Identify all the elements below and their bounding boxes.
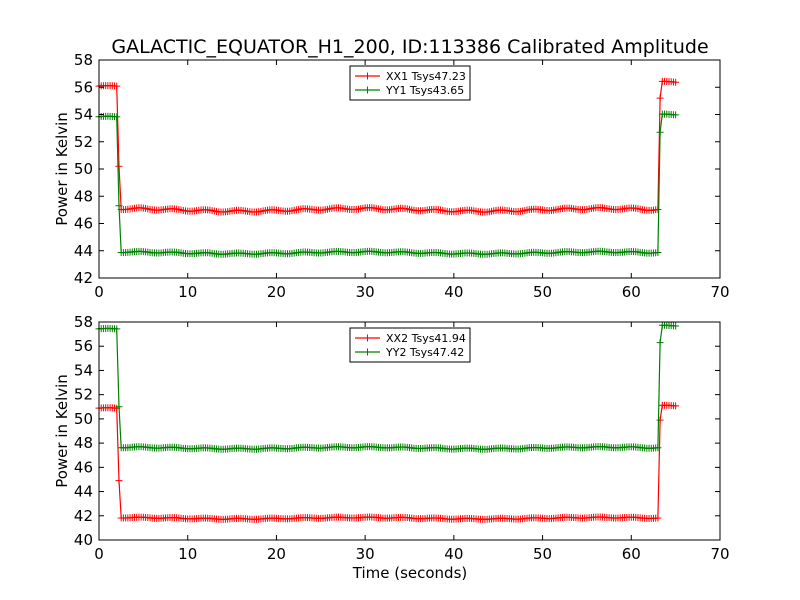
plot-frame [98, 321, 721, 541]
data-point [656, 339, 664, 347]
data-point [654, 205, 662, 213]
y-tick-label: 42 [74, 269, 93, 287]
data-point [656, 416, 664, 424]
y-tick-label: 56 [74, 337, 93, 355]
y-tick-label: 54 [74, 361, 93, 379]
y-tick-label: 40 [74, 531, 93, 549]
data-point [654, 514, 662, 522]
data-point [656, 128, 664, 136]
y-tick-label: 44 [74, 483, 93, 501]
x-tick-label: 60 [622, 283, 641, 301]
series-markers [95, 401, 680, 523]
legend-marker [364, 86, 371, 94]
x-tick-label: 40 [444, 283, 463, 301]
y-tick-label: 46 [74, 215, 93, 233]
data-point [656, 94, 664, 102]
chart-title: GALACTIC_EQUATOR_H1_200, ID:113386 Calib… [111, 36, 708, 58]
y-tick-label: 56 [74, 78, 93, 96]
x-tick-label: 30 [356, 283, 375, 301]
y-axis-label: Power in Kelvin [53, 374, 71, 488]
data-point [115, 477, 123, 485]
x-tick-label: 50 [533, 545, 552, 563]
y-tick-label: 54 [74, 106, 93, 124]
data-point [672, 78, 680, 86]
y-tick-label: 44 [74, 242, 93, 260]
x-tick-label: 70 [710, 545, 729, 563]
x-tick-label: 10 [178, 283, 197, 301]
legend-label: YY2 Tsys47.42 [385, 346, 464, 359]
data-point [115, 403, 123, 411]
legend-marker [364, 348, 371, 356]
series-markers [95, 77, 680, 216]
y-axis-label: Power in Kelvin [53, 112, 71, 226]
y-tick-label: 50 [74, 410, 93, 428]
y-tick-label: 58 [74, 51, 93, 69]
data-point [115, 202, 123, 210]
x-tick-label: 40 [444, 545, 463, 563]
data-point [672, 402, 680, 410]
legend-box [349, 327, 471, 363]
y-tick-label: 52 [74, 386, 93, 404]
x-tick-label: 50 [533, 283, 552, 301]
bottom-plot: 0 10 20 30 40 50 60 70 40 42 44 46 48 50 52 54 56 58 Power… [53, 313, 730, 563]
data-point [113, 325, 121, 333]
x-tick-label: 20 [267, 545, 286, 563]
legend-label: YY1 Tsys43.65 [385, 84, 464, 97]
y-tick-label: 58 [74, 313, 93, 331]
x-tick-label: 20 [267, 283, 286, 301]
data-point [113, 82, 121, 90]
y-tick-label: 48 [74, 434, 93, 452]
x-tick-label: 30 [356, 545, 375, 563]
series-markers [95, 110, 680, 258]
x-tick-label: 0 [94, 283, 104, 301]
x-tick-label: 10 [178, 545, 197, 563]
series-markers [95, 321, 680, 453]
legend-label: XX2 Tsys41.94 [386, 332, 466, 345]
data-point [672, 322, 680, 330]
top-plot: 0 10 20 30 40 50 60 70 42 44 46 48 50 52 54 56 58 Power i… [53, 51, 730, 301]
data-point [654, 444, 662, 452]
x-tick-label: 0 [94, 545, 104, 563]
data-point [672, 111, 680, 119]
legend-marker [364, 334, 371, 342]
y-tick-label: 48 [74, 187, 93, 205]
legend-marker [364, 72, 371, 80]
y-tick-label: 50 [74, 160, 93, 178]
y-tick-label: 46 [74, 458, 93, 476]
x-axis-label: Time (seconds) [352, 564, 468, 582]
data-point [115, 162, 123, 170]
x-tick-label: 60 [622, 545, 641, 563]
y-tick-label: 52 [74, 133, 93, 151]
data-point [654, 249, 662, 257]
legend-box [349, 65, 471, 101]
data-point [113, 113, 121, 121]
x-tick-label: 70 [710, 283, 729, 301]
y-tick-label: 42 [74, 507, 93, 525]
legend-label: XX1 Tsys47.23 [386, 70, 466, 83]
